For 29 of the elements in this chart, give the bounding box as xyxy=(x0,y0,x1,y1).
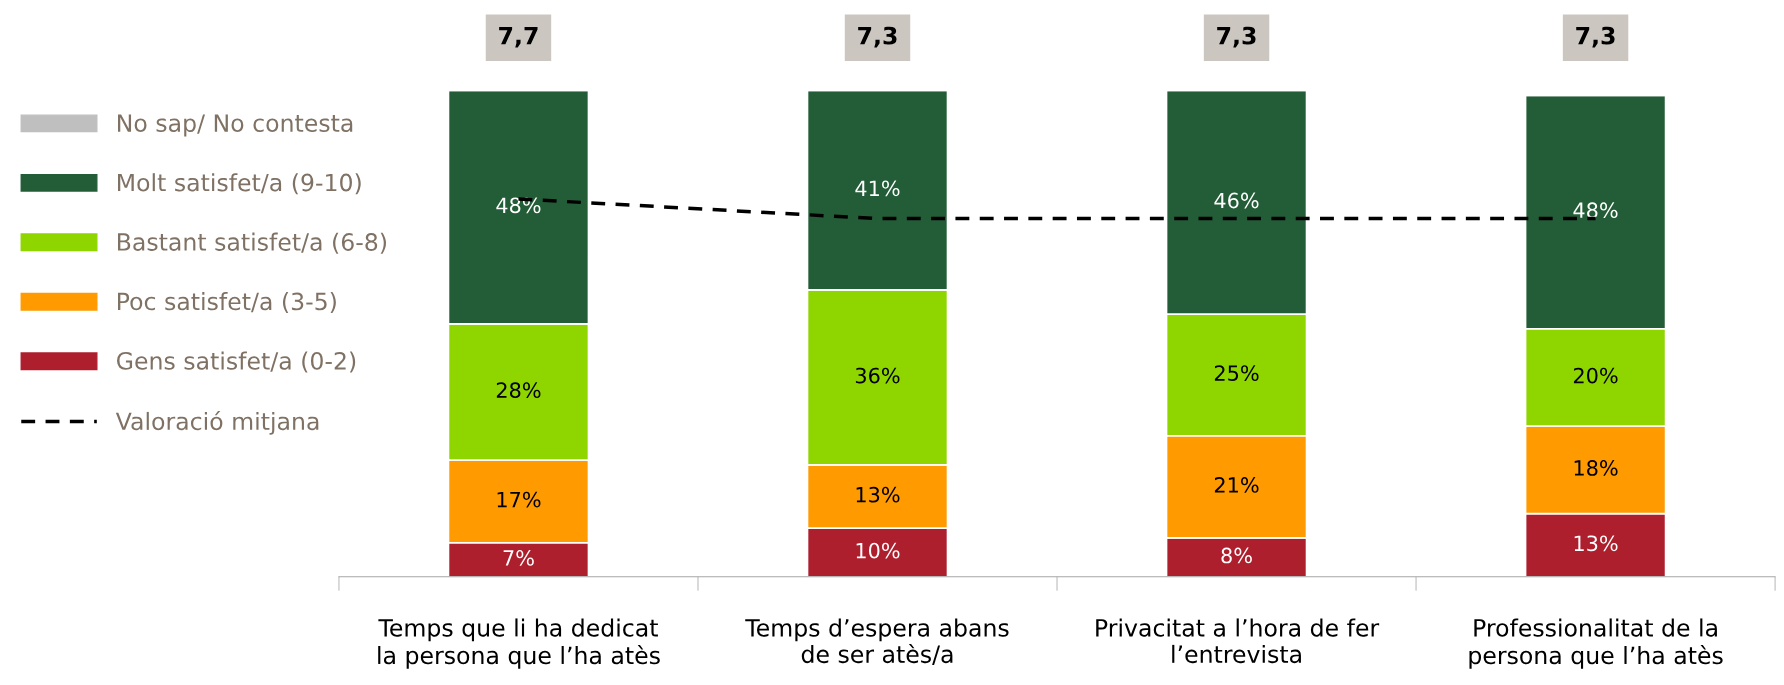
legend-label: Bastant satisfet/a (6-8) xyxy=(118,232,386,254)
data-label: 28% xyxy=(496,382,541,399)
legend-label: Gens satisfet/a (0-2) xyxy=(117,351,356,373)
data-label: 36% xyxy=(855,367,900,384)
x-tick-label: Temps d’espera abans de ser atès/a xyxy=(745,618,1009,666)
x-tick-label: Privacitat a l’hora de fer l’entrevista xyxy=(1096,618,1380,664)
x-tick-label: Temps que li ha dedicat la persona que l’ha atès xyxy=(378,618,660,669)
legend-label: Valoració mitjana xyxy=(115,410,319,435)
data-label: 20% xyxy=(1573,367,1618,384)
data-label: 8% xyxy=(1221,547,1252,564)
data-label: 7,3 xyxy=(1576,26,1615,48)
x-tick-label: Professionalitat de la persona que l’ha atès xyxy=(1469,618,1723,669)
data-label: 48% xyxy=(1573,202,1618,219)
legend-label: Molt satisfet/a (9-10) xyxy=(118,173,361,195)
data-label: 7% xyxy=(503,550,534,566)
legend-label: No sap/ No contesta xyxy=(118,114,353,137)
data-label: 41% xyxy=(855,180,900,197)
legend-label: Poc satisfet/a (3-5) xyxy=(118,292,336,314)
data-label: 18% xyxy=(1574,460,1618,476)
data-label: 10% xyxy=(856,542,900,559)
data-label: 21% xyxy=(1214,477,1259,493)
data-label: 46% xyxy=(1214,192,1259,209)
data-label: 17% xyxy=(497,491,541,508)
data-label: 7,3 xyxy=(858,26,897,48)
data-label: 13% xyxy=(1574,535,1618,552)
data-label: 7,7 xyxy=(499,26,538,48)
data-label: 13% xyxy=(856,486,900,503)
data-label: 25% xyxy=(1214,365,1259,382)
data-label: 7,3 xyxy=(1217,26,1256,48)
